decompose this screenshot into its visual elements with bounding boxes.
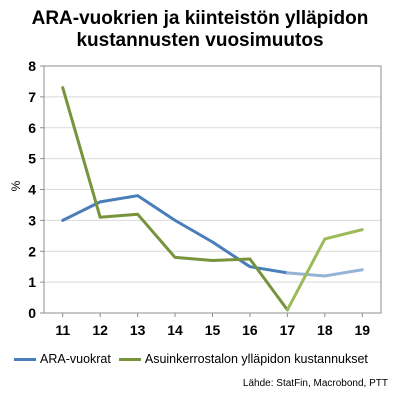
y-tick-label: 3: [28, 212, 36, 228]
source-note: Lähde: StatFin, Macrobond, PTT: [242, 378, 388, 389]
y-tick-label: 2: [28, 243, 36, 259]
y-tick-label: 5: [28, 151, 36, 167]
legend-item-ara-vuokrat: ARA-vuokrat: [14, 352, 111, 366]
legend-swatch-ara-vuokrat: [14, 357, 36, 361]
y-axis-ticks: 0 1 2 3 4 5 6 7 8: [28, 58, 44, 321]
y-axis-label: %: [9, 180, 23, 191]
x-tick-label: 15: [205, 322, 221, 338]
series-line-1: [61, 86, 289, 312]
y-tick-label: 0: [28, 305, 36, 321]
x-tick-label: 13: [130, 322, 146, 338]
y-tick-label: 4: [28, 182, 36, 198]
series-lines: [61, 86, 364, 312]
series-line-0: [61, 194, 289, 275]
y-tick-label: 1: [28, 274, 36, 290]
x-tick-label: 19: [354, 322, 370, 338]
x-tick-label: 12: [92, 322, 108, 338]
y-tick-label: 8: [28, 58, 36, 74]
x-tick-label: 16: [242, 322, 258, 338]
series-forecast-line-0: [285, 268, 364, 278]
series-forecast-line-1: [285, 228, 364, 312]
legend-swatch-yllapito: [118, 357, 141, 361]
chart-title: ARA-vuokrien ja kiinteistön ylläpidon ku…: [0, 8, 400, 52]
legend-label-ara-vuokrat: ARA-vuokrat: [40, 352, 111, 366]
legend: ARA-vuokrat Asuinkerrostalon ylläpidon k…: [14, 352, 376, 366]
legend-label-yllapito: Asuinkerrostalon ylläpidon kustannukset: [144, 352, 368, 366]
chart-title-line-1: ARA-vuokrien ja kiinteistön ylläpidon: [31, 8, 369, 29]
y-tick-label: 7: [28, 89, 36, 105]
x-tick-label: 18: [317, 322, 333, 338]
x-tick-label: 17: [280, 322, 296, 338]
y-tick-label: 6: [28, 120, 36, 136]
x-axis-ticks: 11 12 13 14 15 16 17 18 19: [55, 313, 370, 338]
chart-title-line-2: kustannusten vuosimuutos: [76, 30, 324, 51]
x-tick-label: 11: [55, 322, 70, 338]
x-tick-label: 14: [167, 322, 183, 338]
legend-item-yllapito: Asuinkerrostalon ylläpidon kustannukset: [118, 352, 368, 366]
